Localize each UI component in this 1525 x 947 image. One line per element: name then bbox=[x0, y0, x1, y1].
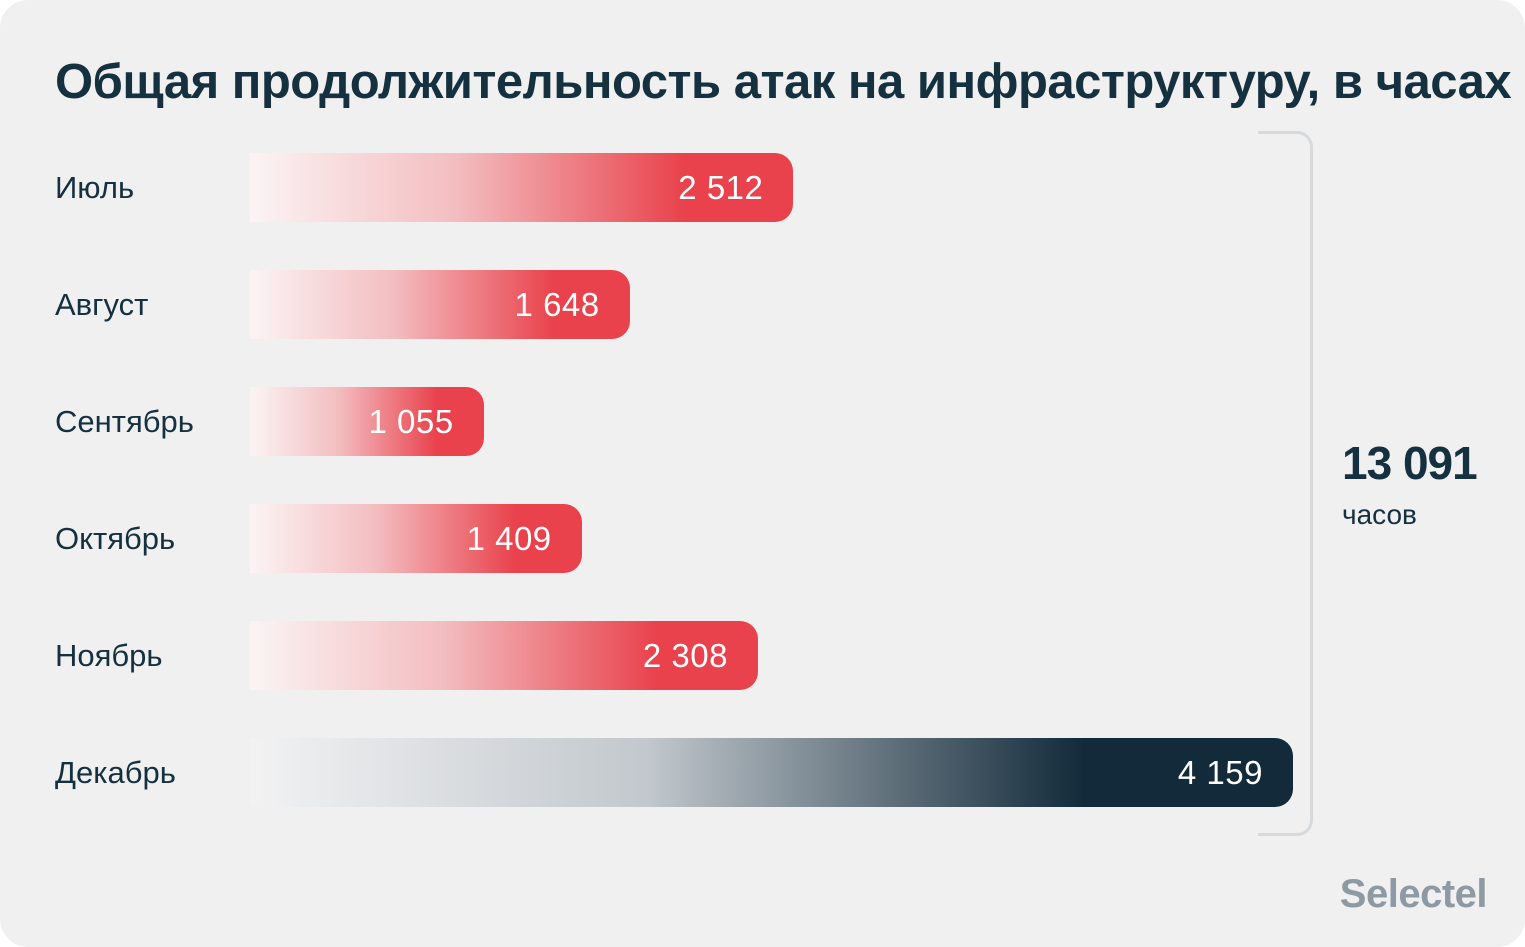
bar-july: 2 512 bbox=[250, 153, 794, 222]
bar-value-label: 1 055 bbox=[368, 402, 454, 440]
chart-row-november: Ноябрь 2 308 bbox=[55, 621, 1293, 690]
total-unit: часов bbox=[1342, 499, 1417, 530]
bar-value-label: 1 648 bbox=[514, 285, 600, 323]
chart-row-october: Октябрь 1 409 bbox=[55, 504, 1293, 573]
bar-value-label: 1 409 bbox=[466, 519, 552, 557]
category-label: Ноябрь bbox=[55, 637, 163, 673]
total-block: 13 091 часов bbox=[1342, 436, 1478, 531]
category-label: Август bbox=[55, 286, 149, 322]
bar-october: 1 409 bbox=[250, 504, 582, 573]
bar-track: 1 648 bbox=[250, 270, 1293, 339]
bar-track: 2 308 bbox=[250, 621, 1293, 690]
category-label: Июль bbox=[55, 169, 135, 205]
category-label: Декабрь bbox=[55, 754, 176, 790]
total-value: 13 091 bbox=[1342, 437, 1478, 489]
bar-track: 1 409 bbox=[250, 504, 1293, 573]
selectel-logo: Selectel bbox=[1339, 872, 1488, 916]
bar-november: 2 308 bbox=[250, 621, 758, 690]
chart-row-august: Август 1 648 bbox=[55, 270, 1293, 339]
chart-row-september: Сентябрь 1 055 bbox=[55, 387, 1293, 456]
bar-value-label: 2 512 bbox=[678, 168, 764, 206]
total-bracket bbox=[1258, 131, 1313, 836]
bar-december: 4 159 bbox=[250, 738, 1293, 807]
category-label: Сентябрь bbox=[55, 403, 194, 439]
bar-august: 1 648 bbox=[250, 270, 630, 339]
bar-value-label: 2 308 bbox=[642, 636, 728, 674]
bar-track: 4 159 bbox=[250, 738, 1293, 807]
bar-track: 2 512 bbox=[250, 153, 1293, 222]
bar-september: 1 055 bbox=[250, 387, 484, 456]
category-label: Октябрь bbox=[55, 520, 176, 556]
chart-row-july: Июль 2 512 bbox=[55, 153, 1293, 222]
bar-value-label: 4 159 bbox=[1177, 753, 1263, 791]
bar-track: 1 055 bbox=[250, 387, 1293, 456]
bar-chart: Июль 2 512 Август 1 648 Сентябрь 1 055 bbox=[55, 153, 1293, 807]
chart-row-december: Декабрь 4 159 bbox=[55, 738, 1293, 807]
chart-title: Общая продолжительность атак на инфрастр… bbox=[55, 55, 1512, 109]
